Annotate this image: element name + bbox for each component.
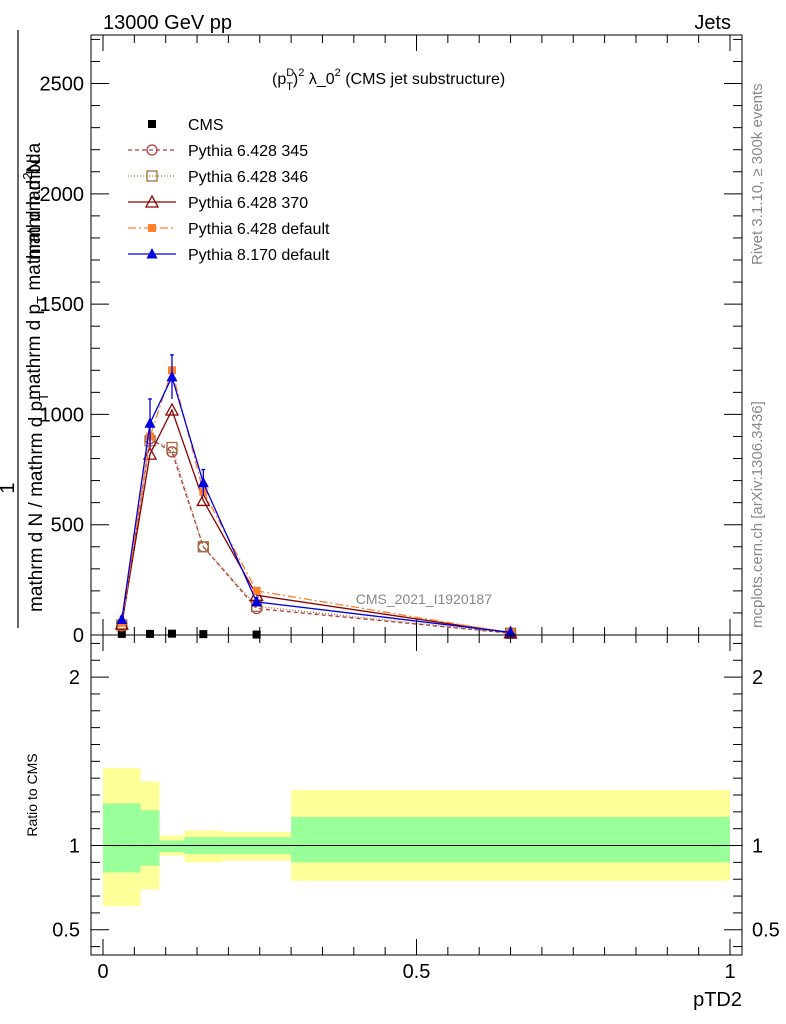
y-label-denominator-2: mathrm d pT mathrm d lambda <box>24 142 49 400</box>
ratio-y-tick-label: 1 <box>69 836 80 858</box>
plot-title: (pD T)2 λ_02 (CMS jet substructure) <box>272 67 505 93</box>
series-cms <box>118 630 515 639</box>
band-bin <box>141 810 160 866</box>
legend-marker <box>148 224 156 232</box>
main-y-axis-label: 1 mathrm d N / mathrm d pT mathrm d2N ma… <box>0 30 51 628</box>
band-bin <box>291 817 730 862</box>
rivet-version: Rivet 3.1.10, ≥ 300k events <box>749 83 766 265</box>
series-pythia-6-428-345 <box>117 434 516 639</box>
ratio-y-tick-label-right: 0.5 <box>752 920 780 942</box>
x-tick-label: 1 <box>724 961 735 983</box>
band-bin <box>159 840 184 852</box>
y-tick-label: 2000 <box>40 184 85 206</box>
ratio-y-tick-label-right: 2 <box>752 667 763 689</box>
legend-label: Pythia 8.170 default <box>188 247 330 264</box>
series-pythia-6-428-346 <box>117 436 516 638</box>
legend-label: Pythia 6.428 default <box>188 221 330 238</box>
uncertainty-bands <box>103 768 730 906</box>
legend-label: Pythia 6.428 370 <box>188 195 308 212</box>
data-point <box>168 630 176 638</box>
y-tick-label: 2500 <box>40 74 85 96</box>
header-right: Jets <box>694 12 731 34</box>
x-tick-label: 0.5 <box>403 961 431 983</box>
legend-item: Pythia 8.170 default <box>128 247 330 264</box>
header-left: 13000 GeV pp <box>103 12 232 34</box>
figure: 13000 GeV pp Jets 05001000150020002500 (… <box>0 0 786 1024</box>
data-point <box>145 417 156 428</box>
y-tick-label: 0 <box>73 625 84 647</box>
ratio-y-tick-label-right: 1 <box>752 836 763 858</box>
legend-item: Pythia 6.428 370 <box>128 195 308 212</box>
mcplots-credit: mcplots.cern.ch [arXiv:1306.3436] <box>749 401 766 628</box>
data-point <box>253 587 261 595</box>
legend-marker <box>148 120 156 128</box>
y-tick-label: 500 <box>51 515 84 537</box>
data-point <box>116 614 127 625</box>
legend-item: Pythia 6.428 345 <box>128 143 308 160</box>
legend-marker <box>147 248 158 259</box>
legend-label: Pythia 6.428 345 <box>188 143 308 160</box>
legend-item: CMS <box>148 117 224 134</box>
data-point <box>199 630 207 638</box>
x-tick-label: 0 <box>97 961 108 983</box>
ratio-plot-panel: 0.5 0.5 1 1 2 2 0 0.5 1 Ratio to CMS pTD2 <box>24 635 780 1011</box>
legend-item: Pythia 6.428 default <box>128 221 330 238</box>
data-point <box>146 630 154 638</box>
legend: CMS Pythia 6.428 345 Pythia 6.428 346 Pythi… <box>128 117 330 264</box>
x-axis-label: pTD2 <box>693 989 742 1011</box>
ratio-y-label: Ratio to CMS <box>24 753 40 836</box>
legend-label: Pythia 6.428 346 <box>188 169 308 186</box>
ratio-y-tick-label: 0.5 <box>52 920 80 942</box>
legend-item: Pythia 6.428 346 <box>128 169 308 186</box>
y-label-one: 1 <box>0 482 19 493</box>
band-bin <box>103 803 141 872</box>
legend-label: CMS <box>188 117 224 134</box>
analysis-watermark: CMS_2021_I1920187 <box>356 591 492 607</box>
ratio-y-tick-label: 2 <box>69 667 80 689</box>
